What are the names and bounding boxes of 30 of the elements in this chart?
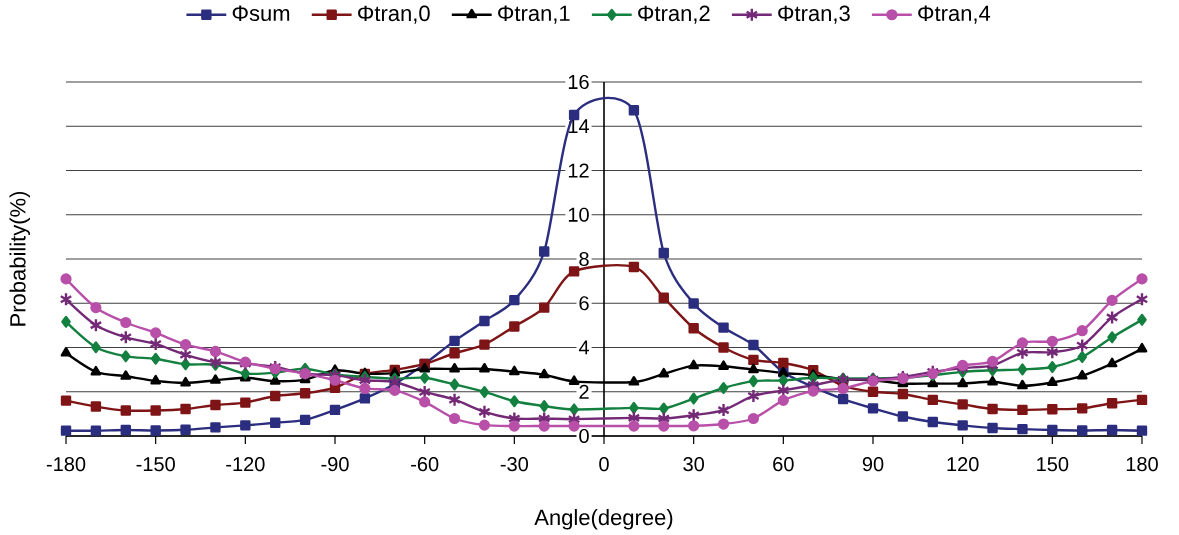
x-tick-label: 120 xyxy=(947,457,979,472)
y-tick-label: 14 xyxy=(568,119,590,134)
y-axis-title: Probability(%) xyxy=(9,191,30,326)
y-tick-label: 16 xyxy=(568,74,589,90)
y-tick-label: 12 xyxy=(568,163,589,178)
x-tick-label: -180 xyxy=(46,457,86,472)
x-tick-label: -30 xyxy=(500,457,529,472)
x-axis-title: Angle(degree) xyxy=(534,509,673,530)
legend-label: Φtran,1 xyxy=(498,5,570,24)
y-tick-label: 0 xyxy=(579,428,589,444)
legend-label: Φsum xyxy=(232,5,290,22)
legend-label: Φtran,4 xyxy=(918,5,991,24)
x-tick-label: 150 xyxy=(1037,457,1069,472)
legend-label: Φtran,2 xyxy=(638,5,710,24)
y-tick-label: 6 xyxy=(579,296,589,311)
y-tick-label: 8 xyxy=(579,251,589,267)
x-tick-label: 30 xyxy=(683,457,705,472)
x-tick-label: -60 xyxy=(411,457,439,472)
legend-label: Φtran,3 xyxy=(778,5,850,24)
x-tick-label: -120 xyxy=(226,457,265,472)
x-tick-label: 0 xyxy=(599,457,609,472)
x-tick-label: -150 xyxy=(136,457,175,472)
legend-label: Φtran,0 xyxy=(358,5,430,24)
x-tick-label: 60 xyxy=(773,457,794,472)
x-tick-label: 90 xyxy=(862,457,884,472)
y-tick-label: 4 xyxy=(578,340,590,355)
x-tick-label: 180 xyxy=(1126,457,1158,472)
y-tick-label: 2 xyxy=(579,384,589,399)
x-tick-label: -90 xyxy=(321,457,349,472)
y-tick-label: 10 xyxy=(568,207,589,222)
